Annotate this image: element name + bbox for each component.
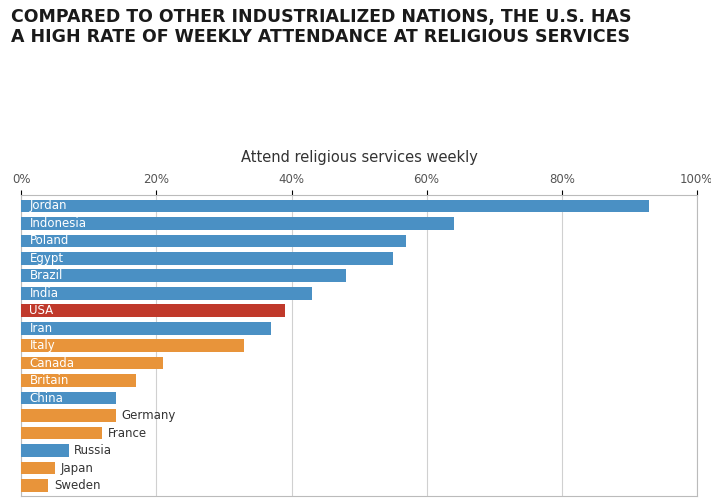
Text: Poland: Poland [29,234,69,247]
Bar [21,270,346,282]
Bar [21,199,649,212]
Bar [21,252,392,265]
Bar [21,339,245,352]
Bar [21,409,116,422]
Text: China: China [29,392,63,405]
Bar [21,427,102,439]
Text: France: France [108,426,147,439]
Text: Canada: Canada [29,357,75,370]
Text: Sweden: Sweden [54,479,100,492]
Bar [21,234,406,247]
Bar [21,287,311,300]
Text: Germany: Germany [122,409,176,422]
Bar [21,444,68,457]
Bar [21,479,48,492]
Bar [21,322,271,335]
Text: Indonesia: Indonesia [29,217,87,230]
Text: Iran: Iran [29,322,53,335]
Text: Italy: Italy [29,339,55,352]
Text: Egypt: Egypt [29,252,63,265]
Text: Brazil: Brazil [29,269,63,282]
Text: COMPARED TO OTHER INDUSTRIALIZED NATIONS, THE U.S. HAS: COMPARED TO OTHER INDUSTRIALIZED NATIONS… [11,8,631,26]
Bar [21,462,55,474]
Text: Britain: Britain [29,374,69,387]
Text: Russia: Russia [74,444,112,457]
Text: USA: USA [29,304,53,317]
Text: India: India [29,287,58,300]
Text: Japan: Japan [60,461,93,474]
Bar [21,374,137,387]
Bar [21,357,163,369]
Bar [21,217,454,229]
Text: Jordan: Jordan [29,199,67,212]
Title: Attend religious services weekly: Attend religious services weekly [240,150,478,164]
Text: A HIGH RATE OF WEEKLY ATTENDANCE AT RELIGIOUS SERVICES: A HIGH RATE OF WEEKLY ATTENDANCE AT RELI… [11,28,630,46]
Bar [21,305,284,317]
Bar [21,392,116,404]
